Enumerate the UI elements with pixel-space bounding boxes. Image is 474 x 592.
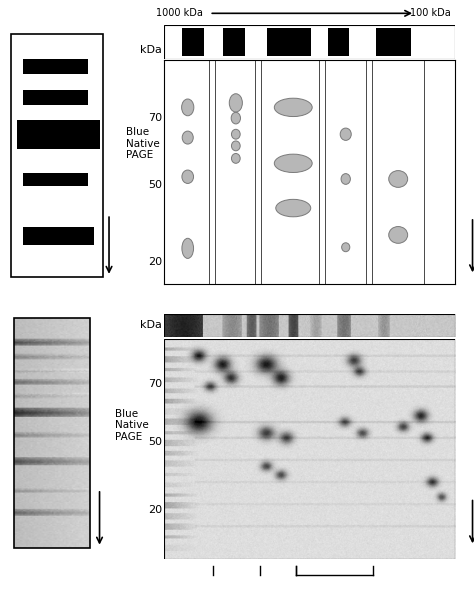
Text: kDa: kDa — [140, 45, 162, 54]
Ellipse shape — [231, 112, 240, 124]
Text: 70: 70 — [148, 112, 162, 123]
Ellipse shape — [182, 170, 193, 184]
Bar — [17, 120, 100, 149]
Ellipse shape — [389, 227, 408, 243]
Ellipse shape — [231, 129, 240, 139]
Ellipse shape — [182, 99, 194, 116]
Bar — [182, 28, 204, 56]
Text: 20: 20 — [148, 505, 162, 515]
Text: 100 kDa: 100 kDa — [410, 8, 450, 18]
Ellipse shape — [342, 243, 350, 252]
Text: 50: 50 — [148, 437, 162, 448]
Ellipse shape — [389, 170, 408, 188]
Bar — [267, 28, 311, 56]
Ellipse shape — [274, 154, 312, 172]
Bar — [23, 227, 94, 246]
Bar — [376, 28, 411, 56]
Text: kDa: kDa — [140, 320, 162, 330]
Bar — [23, 91, 88, 105]
Bar — [223, 28, 245, 56]
Ellipse shape — [231, 153, 240, 163]
Ellipse shape — [276, 200, 311, 217]
Text: Blue
Native
PAGE: Blue Native PAGE — [115, 408, 149, 442]
Bar — [23, 59, 88, 73]
Text: 1000 kDa: 1000 kDa — [156, 8, 203, 18]
Bar — [14, 318, 90, 548]
Ellipse shape — [341, 173, 350, 184]
Ellipse shape — [231, 141, 240, 151]
Text: Blue
Native
PAGE: Blue Native PAGE — [126, 127, 159, 160]
Bar — [10, 34, 103, 276]
Text: 20: 20 — [148, 257, 162, 266]
Ellipse shape — [182, 239, 193, 259]
Ellipse shape — [229, 94, 242, 112]
Ellipse shape — [182, 131, 193, 144]
Ellipse shape — [274, 98, 312, 117]
Text: 70: 70 — [148, 379, 162, 389]
Text: 50: 50 — [148, 180, 162, 190]
Bar — [328, 28, 349, 56]
Ellipse shape — [340, 128, 351, 140]
Bar — [23, 172, 88, 185]
